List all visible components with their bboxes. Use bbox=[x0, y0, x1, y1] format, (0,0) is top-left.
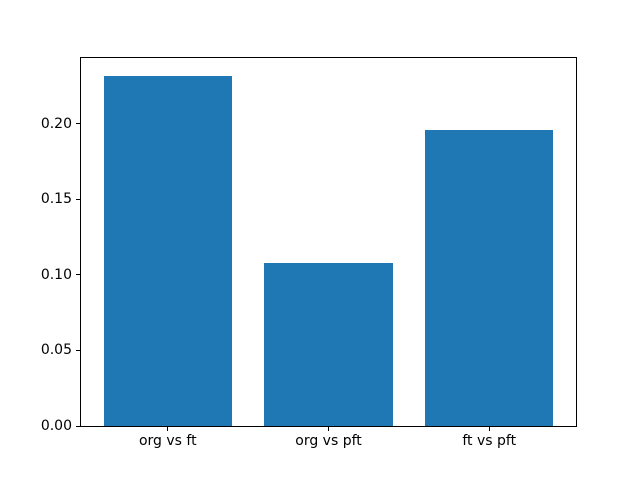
bar bbox=[103, 75, 233, 426]
y-tick-label: 0.05 bbox=[40, 342, 72, 359]
x-tick-label: ft vs pft bbox=[462, 433, 517, 449]
y-tick-label: 0.00 bbox=[40, 418, 72, 434]
y-tick-label: 0.20 bbox=[40, 115, 72, 132]
y-tick-mark bbox=[76, 274, 80, 276]
x-tick-label: org vs ft bbox=[138, 433, 197, 449]
y-tick-mark bbox=[76, 198, 80, 200]
x-tick-mark bbox=[488, 427, 490, 431]
x-tick-mark bbox=[328, 427, 329, 431]
x-tick-mark bbox=[167, 427, 169, 431]
bar bbox=[424, 129, 554, 426]
y-tick-label: 0.10 bbox=[40, 266, 72, 283]
plot-area: 0.00 0.05 0.10 0.15 0.20 org vs ft org vs pft f… bbox=[41, 57, 577, 448]
y-tick-mark bbox=[76, 349, 80, 351]
y-tick-mark bbox=[76, 123, 80, 125]
bar bbox=[264, 262, 393, 426]
y-tick-mark bbox=[76, 425, 80, 427]
y-tick-label: 0.15 bbox=[40, 191, 72, 208]
x-tick-label: org vs pft bbox=[295, 433, 362, 449]
